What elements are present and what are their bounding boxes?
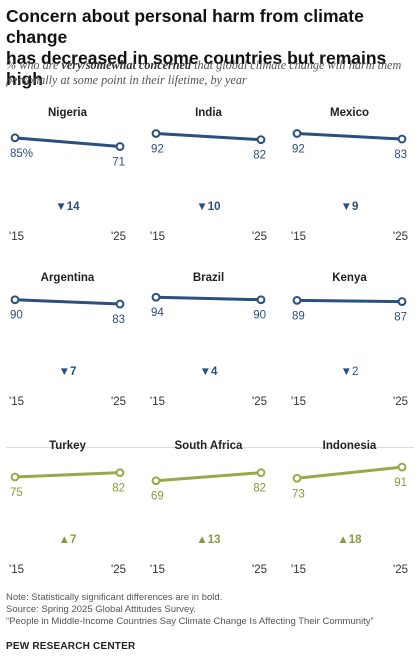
x-tick-end-india: '25: [252, 231, 267, 243]
end-point-indonesia: [397, 462, 407, 472]
note-line: Note: Statistically significant differen…: [6, 592, 223, 603]
series-line-argentina: [14, 298, 121, 306]
x-tick-start-india: '15: [150, 231, 165, 243]
start-point-turkey: [10, 472, 20, 482]
series-line-turkey: [14, 471, 121, 479]
end-point-nigeria: [115, 142, 125, 151]
panel-title-brazil: Brazil: [193, 272, 224, 284]
panel-title-turkey: Turkey: [49, 440, 86, 452]
start-point-nigeria: [10, 133, 20, 143]
x-tick-end-brazil: '25: [252, 396, 267, 408]
end-value-south-africa: 82: [253, 483, 266, 495]
start-value-argentina: 90: [10, 310, 23, 322]
source-line: Source: Spring 2025 Global Attitudes Sur…: [6, 604, 196, 615]
change-label-kenya: ▼2: [341, 366, 359, 378]
end-point-mexico: [397, 134, 407, 144]
series-line-south-africa: [155, 471, 262, 483]
start-value-nigeria: 85%: [10, 148, 33, 160]
end-value-india: 82: [253, 150, 266, 162]
x-tick-start-turkey: '15: [9, 564, 24, 576]
start-point-argentina: [10, 295, 20, 305]
end-value-brazil: 90: [253, 310, 266, 322]
start-value-turkey: 75: [10, 487, 23, 499]
end-value-nigeria: 71: [112, 157, 125, 169]
panel-title-south-africa: South Africa: [175, 440, 244, 452]
x-tick-start-nigeria: '15: [9, 231, 24, 243]
x-tick-end-kenya: '25: [393, 396, 408, 408]
notes: Note: Statistically significant differen…: [6, 592, 416, 628]
x-tick-start-south-africa: '15: [150, 564, 165, 576]
x-tick-end-nigeria: '25: [111, 231, 126, 243]
start-value-south-africa: 69: [151, 491, 164, 503]
change-label-mexico: ▼9: [341, 201, 359, 213]
series-line-kenya: [296, 298, 403, 304]
start-value-india: 92: [151, 143, 164, 155]
start-point-south-africa: [151, 476, 161, 486]
start-value-indonesia: 73: [292, 488, 305, 500]
report-title-line: “People in Middle-Income Countries Say C…: [6, 616, 374, 627]
series-line-nigeria: [14, 136, 121, 148]
x-tick-start-mexico: '15: [291, 231, 306, 243]
start-point-indonesia: [292, 473, 302, 483]
series-line-mexico: [296, 131, 403, 141]
x-tick-end-turkey: '25: [111, 564, 126, 576]
change-label-nigeria: ▼14: [55, 201, 80, 213]
end-point-kenya: [397, 297, 407, 306]
start-point-brazil: [151, 292, 161, 302]
x-tick-end-south-africa: '25: [252, 564, 267, 576]
start-value-brazil: 94: [151, 307, 164, 319]
panel-title-mexico: Mexico: [330, 107, 369, 119]
panel-title-nigeria: Nigeria: [48, 107, 88, 119]
chart-title: Concern about personal harm from climate…: [6, 6, 416, 90]
end-point-india: [256, 135, 266, 145]
panel-title-kenya: Kenya: [332, 272, 367, 284]
chart-title-line-1: Concern about personal harm from climate…: [6, 6, 364, 47]
end-value-mexico: 83: [394, 149, 407, 161]
subtitle-post: that global climate change will harm the…: [6, 58, 402, 87]
footer-brand: PEW RESEARCH CENTER: [6, 641, 136, 652]
chart-subtitle: % who are very/somewhat concerned that g…: [6, 58, 416, 88]
end-point-south-africa: [256, 468, 266, 478]
start-point-india: [151, 129, 161, 138]
start-value-mexico: 92: [292, 143, 305, 155]
end-value-kenya: 87: [394, 312, 407, 324]
x-tick-end-indonesia: '25: [393, 564, 408, 576]
subtitle-bold: very/somewhat concerned: [61, 58, 192, 72]
end-value-indonesia: 91: [394, 477, 407, 489]
panel-title-argentina: Argentina: [41, 272, 95, 284]
x-tick-end-argentina: '25: [111, 396, 126, 408]
panel-title-india: India: [195, 107, 222, 119]
change-label-south-africa: ▲13: [196, 534, 220, 546]
change-label-brazil: ▼4: [200, 366, 218, 378]
change-label-india: ▼10: [196, 201, 220, 213]
series-line-brazil: [155, 295, 262, 302]
start-point-mexico: [292, 129, 302, 138]
start-value-kenya: 89: [292, 310, 305, 322]
x-tick-start-indonesia: '15: [291, 564, 306, 576]
subtitle-pre: % who are: [6, 58, 62, 72]
chart-title-line-2: has decreased in some countries but rema…: [6, 48, 387, 89]
series-line-india: [155, 131, 262, 142]
group-separator: [6, 447, 414, 448]
start-point-kenya: [292, 295, 302, 305]
x-tick-start-brazil: '15: [150, 396, 165, 408]
series-line-indonesia: [296, 465, 403, 480]
x-tick-start-argentina: '15: [9, 396, 24, 408]
end-point-turkey: [115, 468, 125, 478]
x-tick-start-kenya: '15: [291, 396, 306, 408]
end-value-turkey: 82: [112, 483, 125, 495]
change-label-indonesia: ▲18: [337, 534, 362, 546]
change-label-turkey: ▲7: [59, 534, 77, 546]
change-label-argentina: ▼7: [59, 366, 77, 378]
x-tick-end-mexico: '25: [393, 231, 408, 243]
end-value-argentina: 83: [112, 314, 125, 326]
end-point-argentina: [115, 299, 125, 309]
end-point-brazil: [256, 295, 266, 305]
panel-title-indonesia: Indonesia: [323, 440, 377, 452]
